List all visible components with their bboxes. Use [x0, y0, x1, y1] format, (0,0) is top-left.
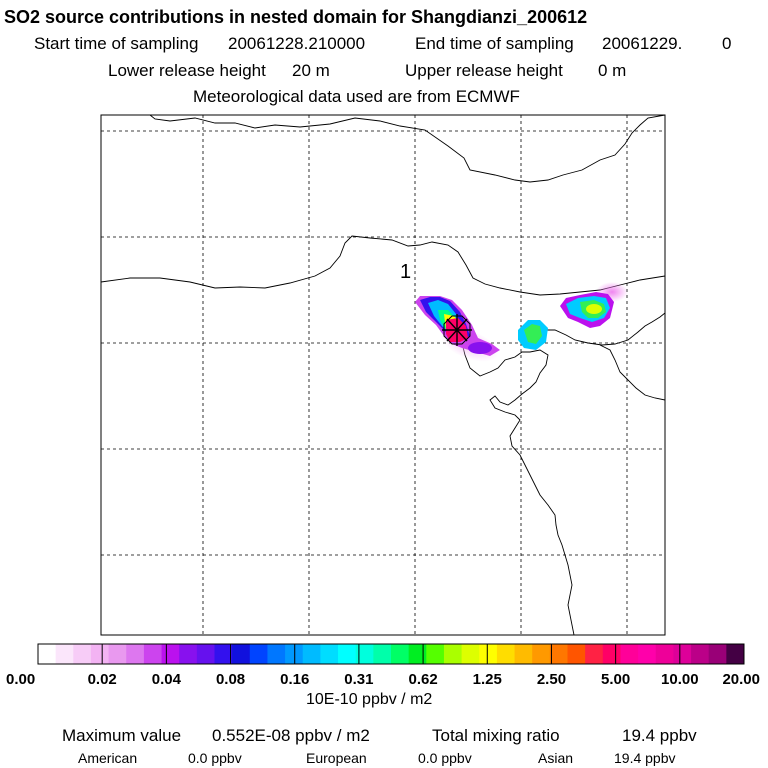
end-time-extra: 0: [722, 34, 732, 53]
colorbar-cell: [108, 644, 127, 664]
region-asian-value: 19.4 ppbv: [614, 750, 676, 766]
colorbar-tick-label: 2.50: [537, 671, 566, 688]
colorbar-cell: [285, 644, 304, 664]
colorbar-cell: [585, 644, 604, 664]
lower-release-value: 20 m: [292, 61, 330, 80]
colorbar-cell: [408, 644, 427, 664]
start-time-value: 20061228.210000: [228, 34, 366, 53]
colorbar-cell: [373, 644, 392, 664]
region-american-label: American: [78, 750, 138, 766]
start-time-label: Start time of sampling: [34, 34, 199, 53]
map-grid: [101, 115, 665, 635]
colorbar-tick-label: 0.16: [280, 671, 309, 688]
map-region-label: 1: [400, 261, 411, 283]
colorbar-cell: [691, 644, 710, 664]
colorbar-tick-label: 5.00: [601, 671, 630, 688]
max-value-label: Maximum value: [62, 726, 182, 745]
colorbar-cell: [708, 644, 727, 664]
colorbar-tick-label: 0.00: [6, 671, 35, 688]
colorbar-cell: [567, 644, 586, 664]
colorbar-cell: [620, 644, 639, 664]
colorbar-cell: [38, 644, 57, 664]
colorbar-cell: [249, 644, 268, 664]
colorbar-cell: [638, 644, 657, 664]
colorbar-tick-label: 20.00: [722, 671, 760, 688]
colorbar-cell: [532, 644, 551, 664]
colorbar-cell: [479, 644, 498, 664]
chart-title: SO2 source contributions in nested domai…: [4, 7, 588, 27]
colorbar-tick-label: 0.62: [408, 671, 437, 688]
region-american-value: 0.0 ppbv: [188, 750, 242, 766]
colorbar-cell: [673, 644, 692, 664]
concentration-plume-east: [560, 282, 628, 328]
lower-release-label: Lower release height: [108, 61, 266, 80]
colorbar-cell: [461, 644, 480, 664]
colorbar-cell: [214, 644, 233, 664]
end-time-label: End time of sampling: [415, 34, 574, 53]
colorbar-cell: [267, 644, 286, 664]
end-time-value: 20061229.: [602, 34, 683, 53]
concentration-plume-center: [518, 320, 548, 350]
colorbar-cell: [302, 644, 321, 664]
colorbar-cell: [726, 644, 745, 664]
colorbar-tick-label: 1.25: [473, 671, 502, 688]
upper-release-label: Upper release height: [405, 61, 563, 80]
met-data-note: Meteorological data used are from ECMWF: [193, 87, 520, 106]
upper-release-value: 0 m: [598, 61, 627, 80]
colorbar-frame: [37, 643, 745, 665]
colorbar-cell: [90, 644, 109, 664]
total-mixing-ratio-value: 19.4 ppbv: [622, 726, 697, 745]
colorbar-cell: [426, 644, 445, 664]
colorbar-labels: 0.00 0.02 0.04 0.08 0.16 0.31 0.62 1.25 2.50 5.00…: [6, 671, 760, 688]
colorbar-cell: [655, 644, 674, 664]
colorbar-cell: [549, 644, 568, 664]
colorbar-cell: [355, 644, 374, 664]
colorbar-ticks: [101, 644, 681, 664]
max-value: 0.552E-08 ppbv / m2: [212, 726, 370, 745]
colorbar-cell: [496, 644, 515, 664]
colorbar-cell: [161, 644, 180, 664]
colorbar-cell: [73, 644, 92, 664]
colorbar-tick-label: 0.04: [152, 671, 182, 688]
colorbar-cell: [391, 644, 410, 664]
region-european-value: 0.0 ppbv: [418, 750, 472, 766]
colorbar-cell: [143, 644, 162, 664]
colorbar-cell: [232, 644, 251, 664]
colorbar-tick-label: 0.08: [216, 671, 245, 688]
colorbar-cell: [196, 644, 215, 664]
colorbar-cell: [320, 644, 339, 664]
region-asian-label: Asian: [538, 750, 574, 766]
colorbar-cell: [602, 644, 621, 664]
colorbar-cell: [55, 644, 74, 664]
total-mixing-ratio-label: Total mixing ratio: [432, 726, 560, 745]
map-frame: [100, 114, 666, 636]
colorbar-cell: [126, 644, 145, 664]
colorbar-cell: [514, 644, 533, 664]
colorbar-tick-label: 0.31: [344, 671, 373, 688]
colorbar-cell: [338, 644, 357, 664]
concentration-plume-west: [415, 296, 500, 362]
colorbar-tick-label: 10.00: [661, 671, 699, 688]
colorbar-cell: [179, 644, 198, 664]
region-european-label: European: [306, 750, 367, 766]
colorbar-cell: [443, 644, 462, 664]
colorbar-units: 10E-10 ppbv / m2: [306, 691, 433, 708]
colorbar: [37, 643, 745, 665]
colorbar-tick-label: 0.02: [88, 671, 117, 688]
map-boundaries: [100, 114, 666, 636]
